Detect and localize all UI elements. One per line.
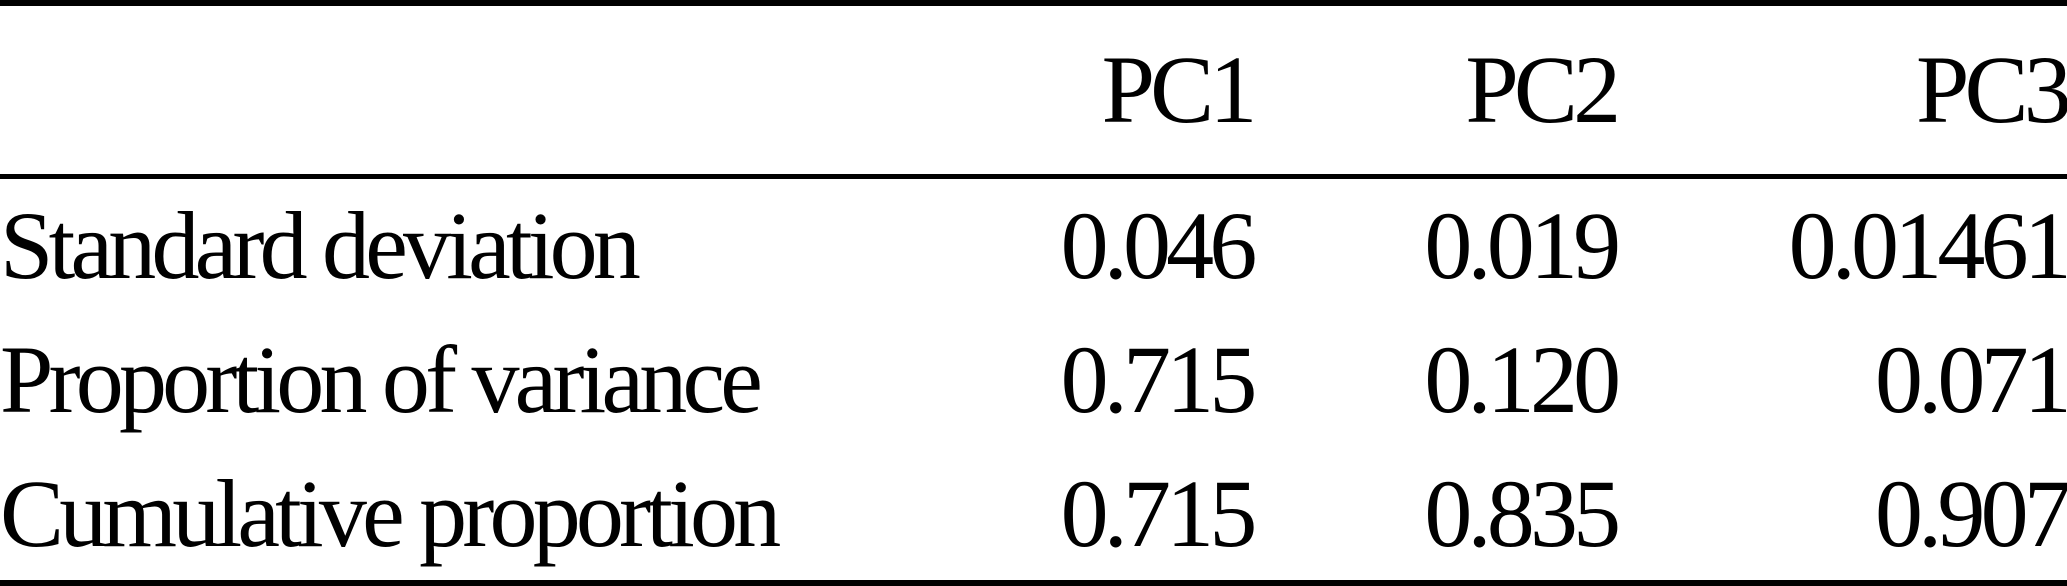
row-label: Proportion of variance xyxy=(0,325,763,433)
header-cell-pc1: PC1 xyxy=(1101,36,1258,144)
table-row-standard-deviation: Standard deviation 0.046 0.019 0.01461 xyxy=(0,176,2067,312)
table-row-proportion-of-variance: Proportion of variance 0.715 0.120 0.071 xyxy=(0,312,2067,448)
table-cell: 0.071 xyxy=(1874,325,2067,433)
table-cell: 0.01461 xyxy=(1788,191,2067,299)
header-cell-empty xyxy=(0,3,1000,176)
table-cell: 0.019 xyxy=(1424,191,1621,299)
table-cell: 0.835 xyxy=(1424,460,1621,568)
header-row: PC1 PC2 PC3 xyxy=(0,3,2067,176)
header-cell-pc3: PC3 xyxy=(1915,36,2067,144)
table-cell: 0.120 xyxy=(1424,325,1621,433)
row-label: Cumulative proportion xyxy=(0,460,781,568)
table-cell: 0.046 xyxy=(1060,191,1258,299)
table-row-cumulative-proportion: Cumulative proportion 0.715 0.835 0.907 xyxy=(0,447,2067,583)
table-cell: 0.715 xyxy=(1060,460,1258,568)
row-label: Standard deviation xyxy=(0,191,641,299)
table-cell: 0.907 xyxy=(1874,460,2067,568)
header-cell-pc2: PC2 xyxy=(1465,36,1621,144)
table-cell: 0.715 xyxy=(1060,325,1258,433)
